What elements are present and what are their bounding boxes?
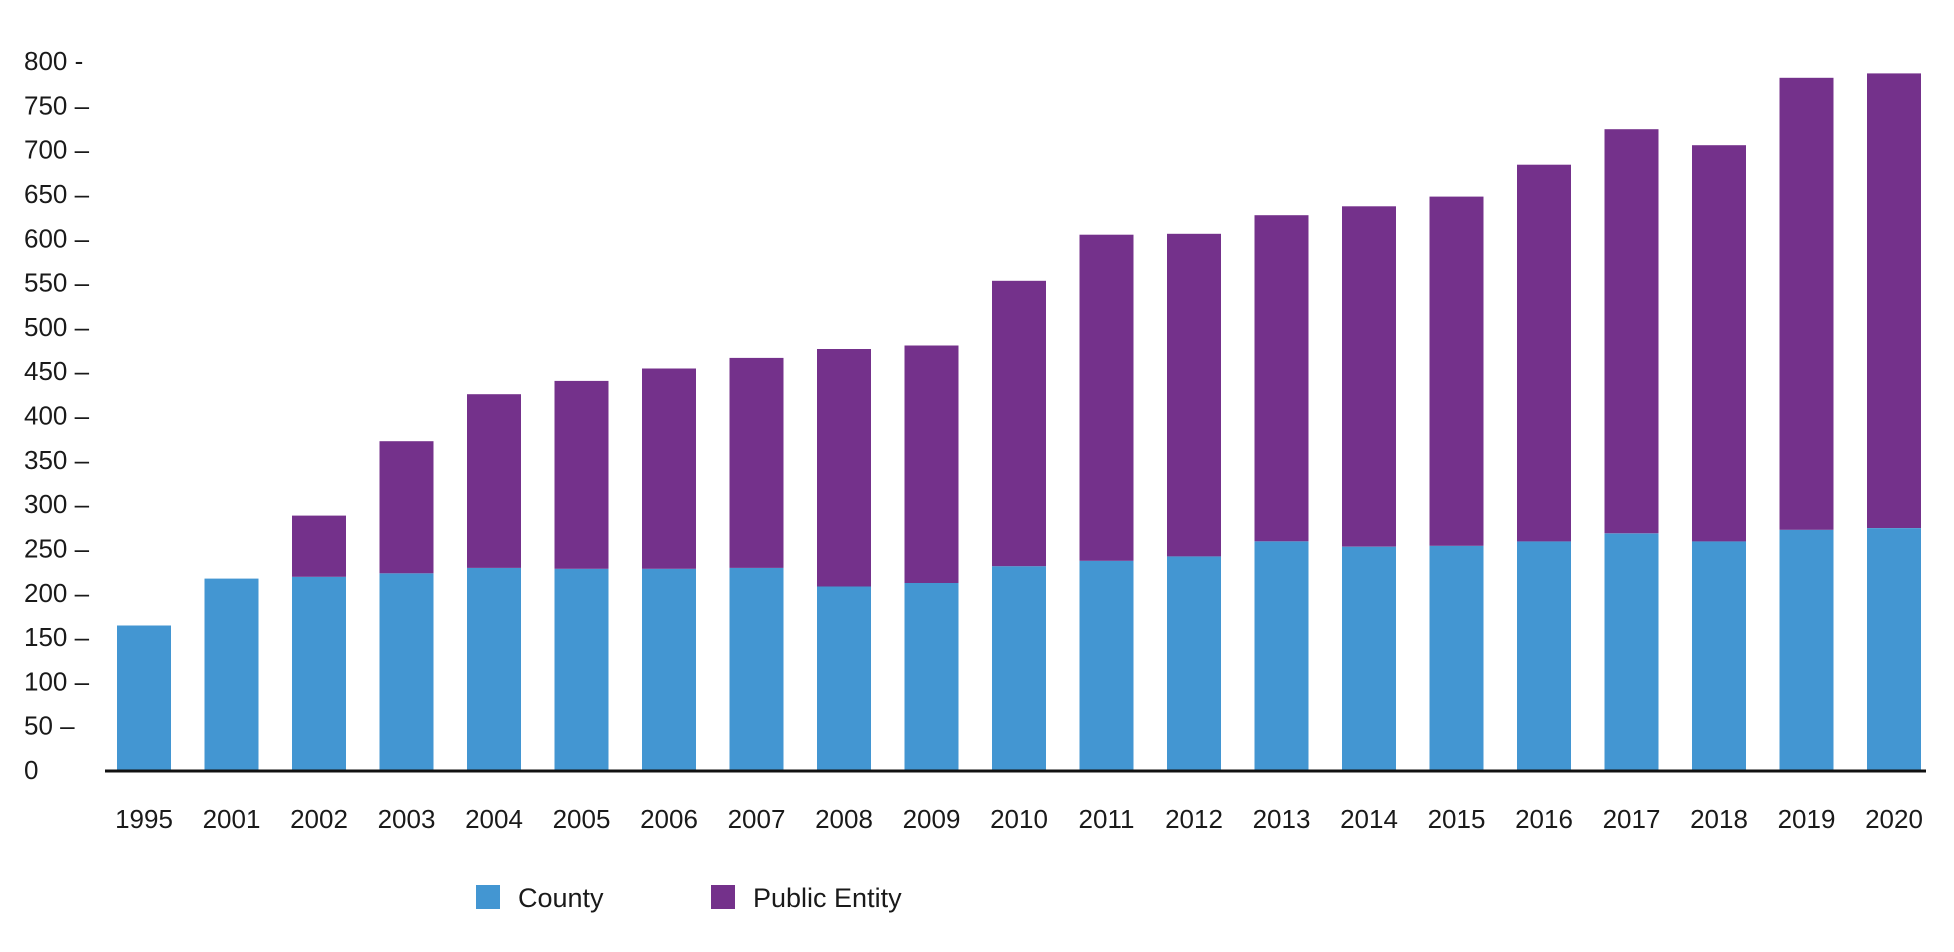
bar-public-entity-2010 [992, 280, 1046, 567]
bar-county-2011 [1079, 560, 1134, 770]
legend-label-county: County [518, 883, 604, 913]
bar-county-2020 [1867, 528, 1921, 770]
x-tick-label: 2003 [378, 804, 436, 834]
bar-public-entity-2012 [1167, 233, 1221, 557]
x-tick-label: 2011 [1079, 804, 1135, 834]
bar-county-2005 [554, 568, 609, 770]
bar-public-entity-2008 [817, 349, 871, 587]
bar-county-2015 [1429, 545, 1484, 770]
bar-public-entity-2013 [1254, 215, 1309, 542]
y-tick-label: 750 – [24, 90, 90, 120]
y-tick-label: 450 – [24, 356, 90, 386]
x-tick-label: 2016 [1515, 804, 1573, 834]
x-tick-label: 2001 [203, 804, 261, 834]
y-tick-label: 700 – [24, 135, 90, 165]
y-tick-label: 50 – [24, 711, 75, 741]
bar-public-entity-2009 [904, 345, 959, 583]
bar-county-1995 [117, 625, 171, 770]
x-tick-label: 2019 [1778, 804, 1836, 834]
bar-county-2009 [904, 583, 959, 770]
legend: County Public Entity [476, 883, 902, 913]
bar-county-2004 [467, 567, 521, 770]
bar-public-entity-2016 [1517, 164, 1571, 542]
x-tick-label: 2013 [1253, 804, 1311, 834]
x-tick-label: 2004 [465, 804, 523, 834]
x-tick-label: 2005 [553, 804, 611, 834]
bar-public-entity-2003 [379, 441, 434, 574]
y-tick-label: 150 – [24, 622, 90, 652]
bar-public-entity-2014 [1342, 206, 1396, 547]
y-tick-label: 800 - [24, 46, 83, 76]
legend-swatch-county [476, 885, 500, 909]
x-tick-label: 2012 [1165, 804, 1223, 834]
bar-county-2006 [642, 568, 696, 770]
bars-group [117, 73, 1921, 770]
y-tick-label: 300 – [24, 489, 90, 519]
bar-county-2003 [379, 573, 434, 770]
y-tick-label: 0 [24, 755, 38, 785]
x-tick-label: 2009 [903, 804, 961, 834]
y-tick-label: 200 – [24, 578, 90, 608]
x-tick-label: 2006 [640, 804, 698, 834]
y-tick-label: 400 – [24, 401, 90, 431]
x-tick-label: 2014 [1340, 804, 1398, 834]
bar-county-2001 [204, 578, 259, 770]
bar-county-2007 [729, 567, 784, 770]
legend-label-public-entity: Public Entity [753, 883, 902, 913]
x-tick-label: 1995 [115, 804, 173, 834]
bar-public-entity-2015 [1429, 196, 1484, 546]
y-tick-label: 250 – [24, 533, 90, 563]
bar-public-entity-2006 [642, 368, 696, 569]
x-tick-label: 2010 [990, 804, 1048, 834]
bar-public-entity-2004 [467, 394, 521, 568]
x-tick-label: 2008 [815, 804, 873, 834]
bar-public-entity-2017 [1604, 129, 1659, 534]
x-tick-label: 2020 [1865, 804, 1923, 834]
y-axis: 800 - 750 – 700 – 650 – 600 – 550 – 500 – 450 –… [24, 46, 90, 785]
bar-public-entity-2005 [554, 380, 609, 569]
bar-public-entity-2011 [1079, 234, 1134, 561]
y-tick-label: 600 – [24, 223, 90, 253]
bar-county-2010 [992, 566, 1046, 770]
x-tick-label: 2018 [1690, 804, 1748, 834]
bar-county-2012 [1167, 556, 1221, 770]
x-tick-label: 2002 [290, 804, 348, 834]
y-tick-label: 500 – [24, 312, 90, 342]
bar-public-entity-2020 [1867, 73, 1921, 529]
bar-county-2016 [1517, 541, 1571, 770]
bar-public-entity-2019 [1779, 77, 1834, 530]
bar-public-entity-2007 [729, 357, 784, 568]
x-tick-label: 2015 [1428, 804, 1486, 834]
x-axis: 1995 2001 2002 2003 2004 2005 2006 2007 2008 2009… [115, 804, 1923, 834]
x-tick-label: 2017 [1603, 804, 1661, 834]
y-tick-label: 550 – [24, 268, 90, 298]
y-tick-label: 650 – [24, 179, 90, 209]
legend-swatch-public-entity [711, 885, 735, 909]
bar-county-2014 [1342, 546, 1396, 770]
bar-public-entity-2002 [292, 515, 346, 577]
bar-county-2017 [1604, 533, 1659, 770]
y-tick-label: 100 – [24, 666, 90, 696]
bar-county-2018 [1692, 541, 1746, 770]
bar-public-entity-2018 [1692, 145, 1746, 542]
x-tick-label: 2007 [728, 804, 786, 834]
bar-county-2002 [292, 576, 346, 770]
bar-county-2019 [1779, 529, 1834, 770]
bar-county-2013 [1254, 541, 1309, 770]
bar-county-2008 [817, 586, 871, 770]
y-tick-label: 350 – [24, 445, 90, 475]
